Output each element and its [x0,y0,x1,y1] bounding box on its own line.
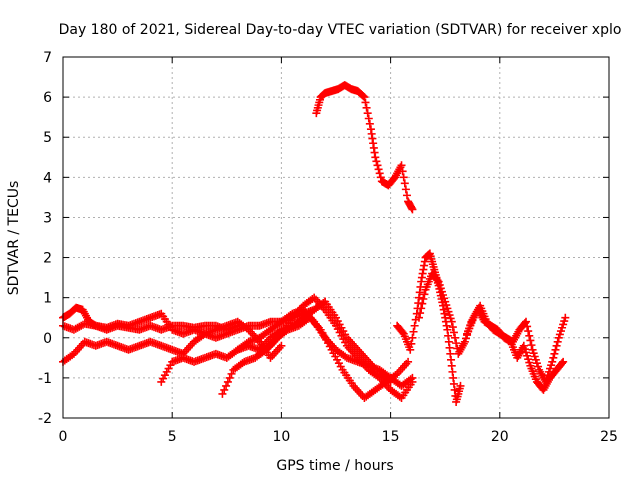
data-point [398,167,407,176]
y-tick-label: 5 [43,130,52,146]
y-tick-label: 2 [43,251,52,267]
x-tick-label: 25 [600,429,618,445]
data-point [410,321,419,330]
series-arc-8 [312,81,417,214]
x-tick-label: 15 [382,429,400,445]
axis-layer: 0 5 10 15 20 25 -2 -1 0 1 2 3 4 5 6 7 [38,50,618,445]
series-arc-3 [59,317,286,366]
data-point [372,157,381,166]
y-tick-label: 6 [43,90,52,106]
data-point [397,161,406,170]
data-point [407,339,416,348]
data-point [222,381,231,390]
x-tick-label: 5 [168,429,177,445]
data-point [374,165,383,174]
y-tick-label: 1 [43,291,52,307]
data-point [558,359,567,368]
x-tick-label: 20 [491,429,509,445]
data-point [398,328,407,337]
data-point [375,169,384,178]
data-point [277,341,286,350]
data-point [451,333,460,342]
data-point [525,331,534,340]
data-point [408,377,417,386]
y-tick-label: -1 [38,371,52,387]
data-point [364,114,373,123]
data-point [406,345,415,354]
data-point [524,327,533,336]
chart-title: Day 180 of 2021, Sidereal Day-to-day VTE… [59,22,622,38]
x-tick-label: 0 [59,429,68,445]
data-point [420,290,429,299]
data-point [401,185,410,194]
data-point [449,328,458,337]
data-point [227,369,236,378]
plot-frame [62,56,610,419]
x-tick-label: 10 [272,429,290,445]
data-point [452,339,461,348]
data-point [409,327,418,336]
data-point [548,357,557,366]
series-arc-2 [59,303,242,334]
data-point [386,377,395,386]
x-axis-label: GPS time / hours [276,458,393,474]
y-tick-label: -2 [38,411,52,427]
data-point [527,341,536,350]
data-point [414,313,423,322]
data-point [361,98,370,107]
data-point [371,153,380,162]
data-point [456,381,465,390]
data-point [418,299,427,308]
y-tick-label: 0 [43,331,52,347]
data-point [399,173,408,182]
data-point [419,295,428,304]
data-point [220,385,229,394]
series-arc-7 [255,293,417,402]
data-point [552,341,561,350]
data-point [359,92,368,101]
data-point [363,109,372,118]
data-point [218,389,227,398]
data-point [408,205,417,214]
data-point [360,93,369,102]
data-point [404,357,413,366]
data-point [433,276,442,285]
data-point [365,119,374,128]
data-point [416,309,425,318]
data-point [362,103,371,112]
data-point [417,304,426,313]
data-point [550,349,559,358]
data-point [553,337,562,346]
data-point [559,357,568,366]
data-point [225,373,234,382]
data-point [523,322,532,331]
series-arc-11 [463,301,570,386]
data-point [395,392,404,401]
y-tick-label: 4 [43,170,52,186]
y-axis-label: SDTVAR / TECUs [6,181,22,296]
data-point [561,313,570,322]
data-point [402,191,411,200]
data-point [526,336,535,345]
data-points-layer [59,81,570,406]
y-tick-label: 7 [43,50,52,66]
y-tick-label: 3 [43,210,52,226]
data-point [373,161,382,170]
data-point [551,345,560,354]
data-point [408,333,417,342]
data-point [447,317,456,326]
data-point [223,377,232,386]
data-point [400,179,409,188]
data-point [448,323,457,332]
data-point [522,317,531,326]
data-point [376,173,385,182]
data-point [549,353,558,362]
